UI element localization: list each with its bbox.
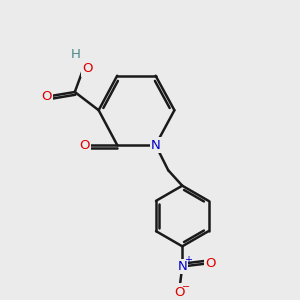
Text: O: O: [205, 257, 216, 270]
Text: O: O: [82, 62, 93, 76]
Text: O: O: [79, 139, 90, 152]
Text: N: N: [177, 260, 187, 273]
Text: N: N: [151, 139, 160, 152]
Text: +: +: [184, 255, 192, 265]
Text: O: O: [174, 286, 185, 299]
Text: H: H: [70, 48, 80, 61]
Text: O: O: [41, 90, 51, 103]
Text: −: −: [182, 282, 190, 292]
